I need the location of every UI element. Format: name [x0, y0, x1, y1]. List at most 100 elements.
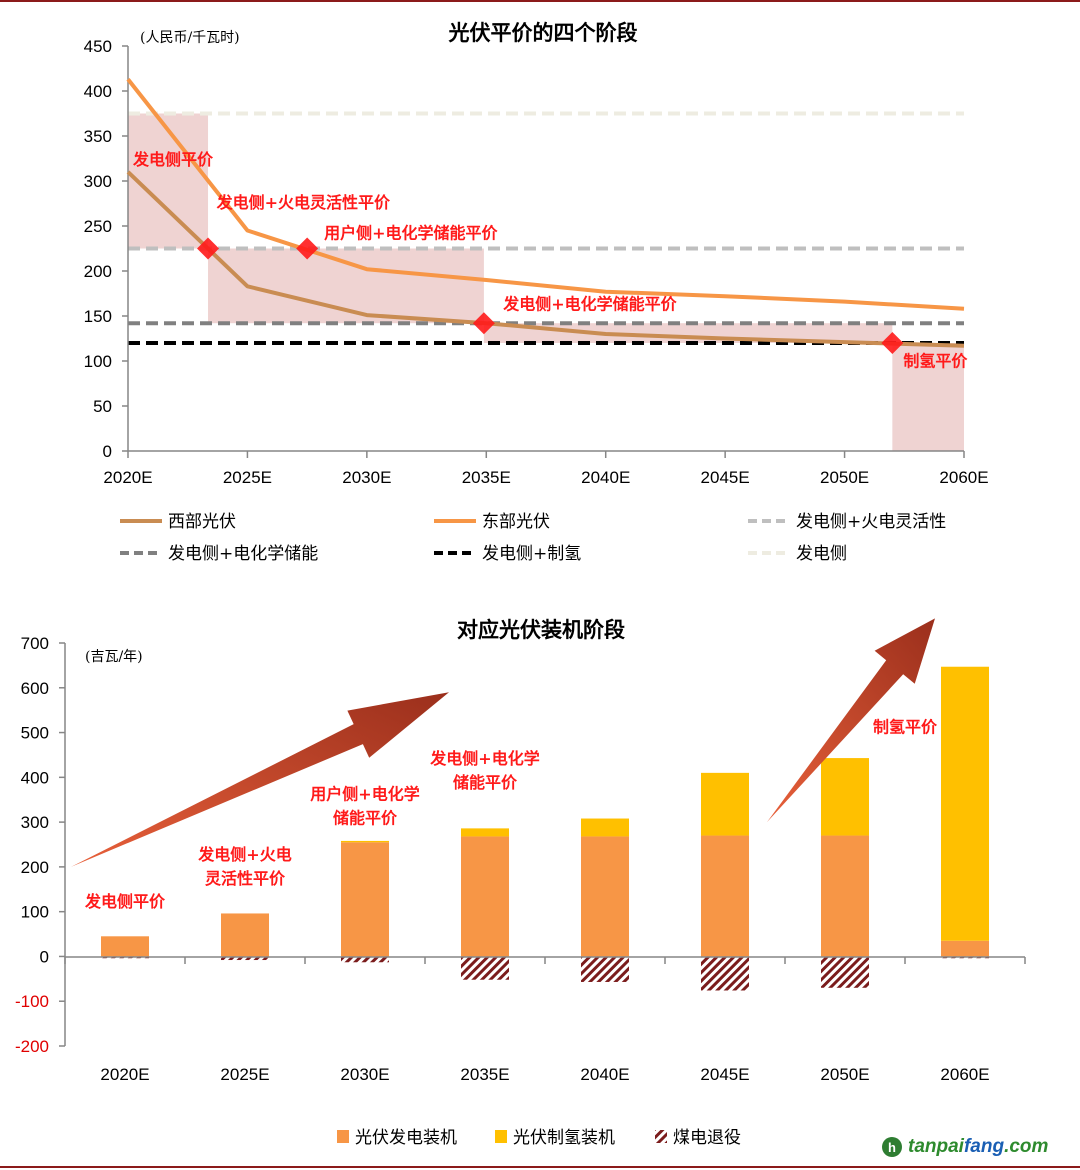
- bar-segment-negative: [341, 956, 389, 963]
- shaded-region: [128, 113, 209, 249]
- annotation-label: 用户侧+电化学储能平价: [324, 224, 498, 243]
- legend-label: 发电侧: [796, 544, 847, 564]
- annotation-label: 制氢平价: [873, 718, 938, 737]
- bar-segment: [821, 758, 869, 836]
- x-tick-label: 2025E: [223, 468, 272, 487]
- logo-icon: h: [882, 1137, 902, 1157]
- legend-label: 光伏制氢装机: [513, 1128, 615, 1148]
- x-tick-label: 2020E: [103, 468, 152, 487]
- y-tick-label: -200: [15, 1037, 49, 1056]
- x-tick-label: 2030E: [342, 468, 391, 487]
- parity-marker: [881, 332, 904, 354]
- annotation-label: 用户侧+电化学: [310, 785, 419, 804]
- legend-label: 光伏发电装机: [355, 1128, 457, 1148]
- bottom-rule: [0, 1166, 1080, 1168]
- bar-segment-negative: [461, 956, 509, 980]
- legend-swatch: [495, 1130, 507, 1143]
- x-tick-label: 2025E: [220, 1065, 269, 1084]
- bar-segment-negative: [581, 956, 629, 982]
- legend-label: 发电侧+制氢: [482, 544, 581, 564]
- y-tick-label: 100: [21, 903, 49, 922]
- bar-segment: [341, 840, 389, 843]
- legend-swatch: [337, 1130, 349, 1143]
- legend-label: 东部光伏: [482, 512, 550, 532]
- chart-title: 光伏平价的四个阶段: [448, 20, 638, 45]
- y-tick-label: 400: [84, 82, 112, 101]
- x-tick-label: 2030E: [340, 1065, 389, 1084]
- y-tick-label: -100: [15, 992, 49, 1011]
- bar-segment: [461, 836, 509, 957]
- bar-segment: [821, 835, 869, 957]
- x-tick-label: 2040E: [581, 468, 630, 487]
- bar-segment: [581, 818, 629, 837]
- y-tick-label: 0: [103, 442, 112, 461]
- annotation-label: 发电侧+电化学: [429, 749, 539, 768]
- top-rule: [0, 0, 1080, 2]
- y-tick-label: 300: [21, 813, 49, 832]
- y-tick-label: 300: [84, 172, 112, 191]
- x-tick-label: 2060E: [940, 1065, 989, 1084]
- watermark-logo: h tanpaifang.com: [882, 1136, 1048, 1158]
- bar-segment-negative: [821, 956, 869, 988]
- x-tick-label: 2035E: [462, 468, 511, 487]
- legend-label: 发电侧+电化学储能: [168, 544, 318, 564]
- parity-marker: [296, 237, 319, 260]
- legend-label: 西部光伏: [168, 512, 236, 532]
- bar-segment: [581, 836, 629, 957]
- x-tick-label: 2035E: [460, 1065, 509, 1084]
- bar-segment: [461, 828, 509, 837]
- bar-segment: [701, 835, 749, 957]
- bar-segment: [941, 940, 989, 957]
- bar-segment: [941, 666, 989, 941]
- x-tick-label: 2060E: [939, 468, 988, 487]
- y-tick-label: 50: [93, 397, 112, 416]
- series-line: [126, 170, 965, 348]
- parity-marker: [197, 237, 220, 260]
- y-tick-label: 0: [40, 947, 49, 966]
- annotation-label: 灵活性平价: [205, 869, 286, 888]
- bar-segment: [221, 913, 269, 957]
- bar-segment: [101, 936, 149, 957]
- y-tick-label: 500: [21, 724, 49, 743]
- x-tick-label: 2050E: [820, 468, 869, 487]
- annotation-label: 发电侧平价: [84, 892, 166, 911]
- y-tick-label: 150: [84, 307, 112, 326]
- y-tick-label: 250: [84, 217, 112, 236]
- y-tick-label: 350: [84, 127, 112, 146]
- y-tick-label: 200: [21, 858, 49, 877]
- y-tick-label: 450: [84, 37, 112, 56]
- annotation-label: 储能平价: [332, 809, 398, 828]
- unit-label: (人民币/千瓦时): [140, 30, 240, 46]
- annotation-label: 发电侧+电化学储能平价: [502, 295, 677, 314]
- y-tick-label: 200: [84, 262, 112, 281]
- y-tick-label: 400: [21, 768, 49, 787]
- y-tick-label: 600: [21, 679, 49, 698]
- trend-arrow: [767, 618, 935, 823]
- x-tick-label: 2020E: [100, 1065, 149, 1084]
- annotation-label: 发电侧+火电: [197, 845, 291, 864]
- annotation-label: 储能平价: [452, 773, 518, 792]
- logo-text: tanpaifang.com: [908, 1136, 1048, 1158]
- y-tick-label: 700: [21, 634, 49, 653]
- bar-segment: [341, 842, 389, 957]
- bar-segment-negative: [701, 956, 749, 991]
- shaded-region: [483, 323, 893, 343]
- price-parity-chart: 0 50 100 150 200 250 300 350 400 450 2020E 2025E 203…: [84, 20, 989, 564]
- legend-label: 煤电退役: [673, 1128, 741, 1148]
- logo-text-c: .com: [1004, 1136, 1049, 1157]
- annotation-label: 制氢平价: [903, 351, 968, 370]
- parity-marker: [472, 312, 495, 335]
- legend-label: 发电侧+火电灵活性: [796, 512, 946, 532]
- trend-arrow: [71, 692, 449, 867]
- bar-segment-negative: [221, 956, 269, 961]
- x-tick-label: 2045E: [701, 468, 750, 487]
- x-tick-label: 2050E: [820, 1065, 869, 1084]
- shaded-region: [892, 343, 964, 451]
- unit-label: (吉瓦/年): [85, 649, 143, 665]
- annotation-label: 发电侧平价: [132, 150, 214, 169]
- annotation-label: 发电侧+火电灵活性平价: [216, 193, 391, 212]
- legend-swatch: [655, 1130, 667, 1143]
- chart-title: 对应光伏装机阶段: [457, 617, 625, 642]
- x-tick-label: 2040E: [580, 1065, 629, 1084]
